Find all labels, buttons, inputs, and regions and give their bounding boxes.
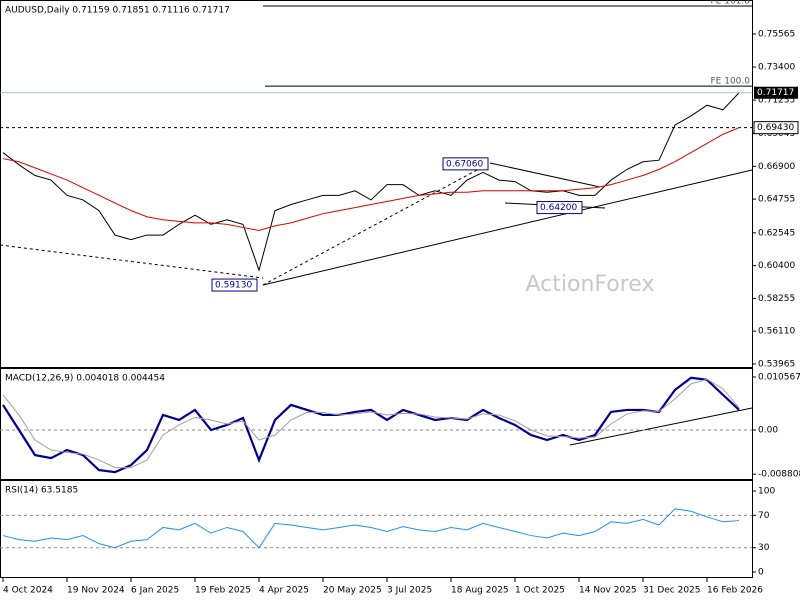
x-tick-label: 31 Dec 2025 bbox=[643, 586, 701, 596]
x-tick-label: 19 Nov 2024 bbox=[67, 586, 125, 596]
panel-title: RSI(14) 63.5185 bbox=[5, 486, 78, 496]
x-tick-label: 6 Jan 2025 bbox=[131, 586, 179, 596]
y-tick-label: 100 bbox=[758, 487, 775, 497]
y-tick-label: 0.56110 bbox=[758, 327, 795, 337]
level-box bbox=[753, 121, 799, 135]
x-tick-label: 4 Oct 2024 bbox=[3, 586, 53, 596]
series-line bbox=[2, 92, 740, 272]
y-tick-label: 0.62545 bbox=[758, 228, 795, 238]
x-tick-label: 4 Apr 2025 bbox=[259, 586, 309, 596]
y-tick-label: 0.71235 bbox=[758, 96, 795, 106]
panel-title: MACD(12,26,9) 0.004018 0.004454 bbox=[5, 374, 165, 384]
y-tick-label: 0.75565 bbox=[758, 29, 795, 39]
x-tick-label: 19 Feb 2025 bbox=[195, 586, 251, 596]
y-tick-label: 0.010567 bbox=[758, 372, 800, 382]
trendline bbox=[569, 407, 753, 446]
trendlines bbox=[0, 162, 753, 446]
annotation-label: 0.59130 bbox=[215, 281, 252, 291]
trendline bbox=[262, 162, 491, 286]
x-tick-label: 20 May 2025 bbox=[323, 586, 382, 596]
y-tick-label: 0.53965 bbox=[758, 359, 795, 369]
annotation-label: 0.64200 bbox=[540, 203, 577, 213]
panel-frame bbox=[0, 368, 753, 480]
series-line bbox=[2, 127, 740, 232]
y-tick-label: 0.60400 bbox=[758, 261, 795, 271]
y-tick-label: 0.00 bbox=[758, 425, 778, 435]
level-label: 0.69430 bbox=[757, 123, 794, 133]
series-line bbox=[2, 378, 740, 469]
price-box bbox=[754, 86, 798, 99]
panel-title: AUDUSD,Daily 0.71159 0.71851 0.71116 0.7… bbox=[5, 6, 230, 16]
y-tick-label: 30 bbox=[758, 543, 770, 553]
y-tick-label: -0.008808 bbox=[758, 470, 800, 480]
y-tick-label: 0.58255 bbox=[758, 294, 795, 304]
fibo-label: FE 161.8 bbox=[711, 0, 751, 7]
panel-frame bbox=[0, 0, 753, 368]
panel-frame bbox=[0, 480, 753, 578]
annotation-label: 0.67060 bbox=[446, 159, 483, 169]
x-tick-label: 1 Oct 2025 bbox=[515, 586, 565, 596]
x-tick-label: 18 Aug 2025 bbox=[451, 586, 509, 596]
fibo-label: FE 100.0 bbox=[711, 77, 751, 87]
trendline bbox=[0, 244, 264, 279]
x-tick-label: 14 Nov 2025 bbox=[579, 586, 637, 596]
annotation-box bbox=[442, 157, 489, 171]
annotation-box bbox=[536, 201, 583, 215]
trendline bbox=[489, 162, 601, 188]
annotation-box bbox=[211, 278, 258, 292]
series-line bbox=[2, 508, 740, 549]
price-label: 0.71717 bbox=[757, 88, 794, 98]
y-tick-label: 0.73400 bbox=[758, 63, 795, 73]
trendline bbox=[262, 169, 753, 286]
watermark: ActionForex bbox=[526, 272, 655, 297]
y-tick-label: 0.66900 bbox=[758, 162, 795, 172]
x-tick-label: 16 Feb 2026 bbox=[707, 586, 763, 596]
y-tick-label: 0 bbox=[758, 568, 764, 578]
y-tick-label: 70 bbox=[758, 511, 770, 521]
x-tick-label: 3 Jul 2025 bbox=[387, 586, 432, 596]
y-tick-label: 0.64755 bbox=[758, 195, 795, 205]
